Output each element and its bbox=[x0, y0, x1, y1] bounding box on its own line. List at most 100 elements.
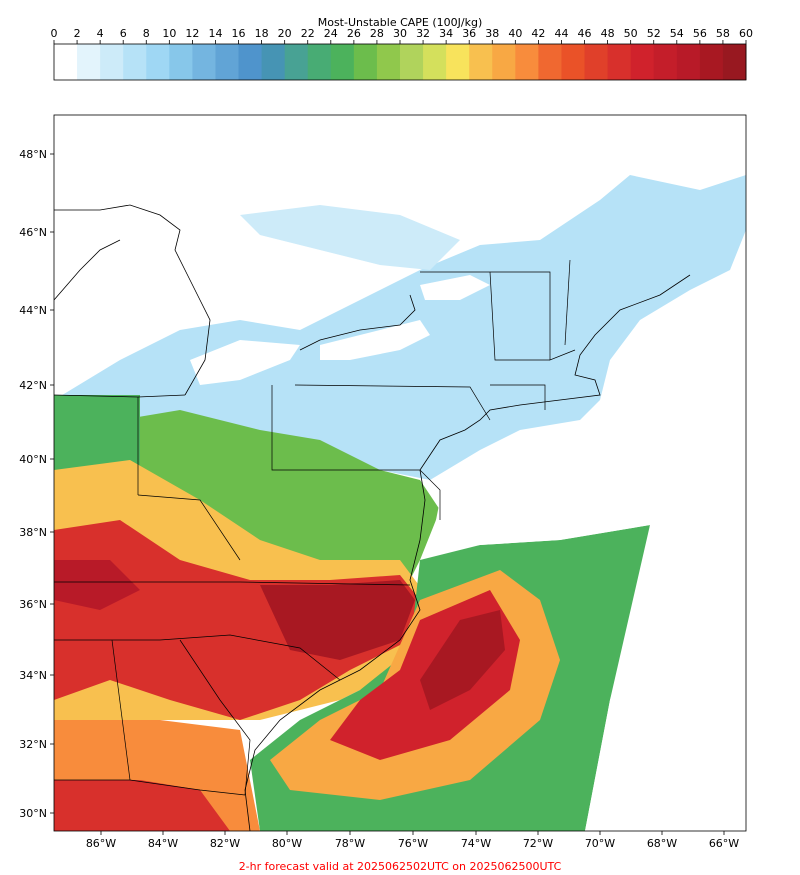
latitude-labels: 30°N 32°N 34°N 36°N 38°N 40°N 42°N 44°N 46°N 48°N bbox=[19, 148, 54, 820]
colorbar-tick-label: 4 bbox=[97, 27, 104, 40]
colorbar-tick-label: 56 bbox=[693, 27, 707, 40]
colorbar-tick-label: 50 bbox=[624, 27, 638, 40]
colorbar-swatch bbox=[561, 44, 586, 80]
colorbar-tick-label: 0 bbox=[51, 27, 58, 40]
longitude-label: 86°W bbox=[86, 837, 116, 850]
outside-domain-east bbox=[585, 520, 746, 831]
colorbar-swatch bbox=[330, 44, 355, 80]
longitude-label: 72°W bbox=[523, 837, 553, 850]
latitude-label: 48°N bbox=[19, 148, 47, 161]
colorbar-tick-label: 20 bbox=[278, 27, 292, 40]
latitude-label: 30°N bbox=[19, 807, 47, 820]
colorbar-swatch bbox=[100, 44, 124, 80]
colorbar-tick-label: 2 bbox=[74, 27, 81, 40]
colorbar-swatch bbox=[699, 44, 724, 80]
offshore-extreme-cape bbox=[420, 610, 505, 710]
lake-ontario bbox=[420, 275, 490, 300]
colorbar-tick-label: 18 bbox=[255, 27, 269, 40]
longitude-label: 68°W bbox=[647, 837, 677, 850]
colorbar-tick-label: 46 bbox=[578, 27, 592, 40]
colorbar-tick-label: 60 bbox=[739, 27, 753, 40]
colorbar-swatch bbox=[492, 44, 516, 80]
extreme-cape-region-tn bbox=[54, 560, 140, 610]
colorbar-tick-label: 54 bbox=[670, 27, 684, 40]
colorbar-swatch bbox=[123, 44, 147, 80]
longitude-label: 76°W bbox=[398, 837, 428, 850]
cape-field bbox=[54, 115, 746, 831]
forecast-caption: 2-hr forecast valid at 2025062502UTC on … bbox=[239, 860, 562, 873]
colorbar-tick-label: 14 bbox=[208, 27, 222, 40]
colorbar-tick-label: 42 bbox=[531, 27, 545, 40]
colorbar-swatch bbox=[238, 44, 263, 80]
extreme-cape-region-nc bbox=[260, 580, 415, 660]
colorbar-swatch bbox=[653, 44, 678, 80]
latitude-label: 46°N bbox=[19, 226, 47, 239]
colorbar-swatch bbox=[146, 44, 170, 80]
very-high-cape-region-carolinas bbox=[54, 520, 420, 720]
latitude-label: 40°N bbox=[19, 453, 47, 466]
coastlines bbox=[54, 204, 691, 831]
colorbar-swatch bbox=[400, 44, 424, 80]
colorbar-tick-label: 38 bbox=[485, 27, 499, 40]
colorbar-tick-label: 58 bbox=[716, 27, 730, 40]
colorbar-swatch bbox=[584, 44, 609, 80]
colorbar-tick-label: 40 bbox=[508, 27, 522, 40]
lake-erie-west bbox=[190, 340, 300, 385]
low-cape-region-canada bbox=[240, 205, 460, 270]
colorbar-swatch bbox=[54, 44, 78, 80]
colorbar-swatch bbox=[722, 44, 747, 80]
colorbar-swatch bbox=[284, 44, 309, 80]
longitude-label: 74°W bbox=[461, 837, 491, 850]
latitude-label: 42°N bbox=[19, 379, 47, 392]
colorbar-tick-label: 30 bbox=[393, 27, 407, 40]
colorbar-title: Most-Unstable CAPE (100J/kg) bbox=[318, 16, 483, 29]
longitude-label: 70°W bbox=[585, 837, 615, 850]
colorbar-tick-label: 24 bbox=[324, 27, 338, 40]
colorbar-swatches bbox=[54, 44, 747, 80]
latitude-label: 38°N bbox=[19, 526, 47, 539]
colorbar-swatch bbox=[77, 44, 101, 80]
colorbar-tick-label: 26 bbox=[347, 27, 361, 40]
colorbar-tick-label: 48 bbox=[601, 27, 615, 40]
state-boundaries bbox=[54, 259, 576, 796]
colorbar-tick-label: 32 bbox=[416, 27, 430, 40]
colorbar-tick-label: 16 bbox=[232, 27, 246, 40]
colorbar-swatch bbox=[446, 44, 470, 80]
longitude-label: 80°W bbox=[272, 837, 302, 850]
colorbar-swatch bbox=[307, 44, 332, 80]
colorbar-tick-label: 6 bbox=[120, 27, 127, 40]
colorbar-tick-label: 10 bbox=[162, 27, 176, 40]
latitude-label: 32°N bbox=[19, 738, 47, 751]
colorbar-swatch bbox=[353, 44, 378, 80]
colorbar-tick-label: 34 bbox=[439, 27, 453, 40]
colorbar-tick-label: 36 bbox=[462, 27, 476, 40]
colorbar-swatch bbox=[538, 44, 562, 80]
colorbar-tick-label: 22 bbox=[301, 27, 315, 40]
lake-erie bbox=[320, 320, 430, 360]
colorbar-swatch bbox=[376, 44, 401, 80]
colorbar-swatch bbox=[169, 44, 193, 80]
longitude-label: 82°W bbox=[210, 837, 240, 850]
latitude-label: 34°N bbox=[19, 669, 47, 682]
offshore-clear-zone bbox=[430, 380, 746, 550]
map-frame bbox=[53, 114, 747, 832]
longitude-label: 66°W bbox=[709, 837, 739, 850]
longitude-label: 78°W bbox=[335, 837, 365, 850]
colorbar-tick-label: 28 bbox=[370, 27, 384, 40]
colorbar-swatch bbox=[192, 44, 216, 80]
colorbar-tick-labels: 0 2 4 6 8 10 12 14 16 18 20 22 24 26 28 30 32 34 36 38 40 42 4… bbox=[51, 27, 753, 44]
latitude-label: 44°N bbox=[19, 304, 47, 317]
colorbar-tick-label: 12 bbox=[185, 27, 199, 40]
colorbar-frame bbox=[53, 43, 747, 81]
colorbar-swatch bbox=[607, 44, 632, 80]
colorbar-tick-label: 44 bbox=[554, 27, 568, 40]
colorbar-swatch bbox=[215, 44, 240, 80]
colorbar-swatch bbox=[630, 44, 655, 80]
colorbar-swatch bbox=[515, 44, 539, 80]
colorbar-swatch bbox=[261, 44, 286, 80]
latitude-label: 36°N bbox=[19, 598, 47, 611]
south-very-high-cape bbox=[54, 780, 230, 831]
colorbar-swatch bbox=[676, 44, 701, 80]
longitude-label: 84°W bbox=[148, 837, 178, 850]
